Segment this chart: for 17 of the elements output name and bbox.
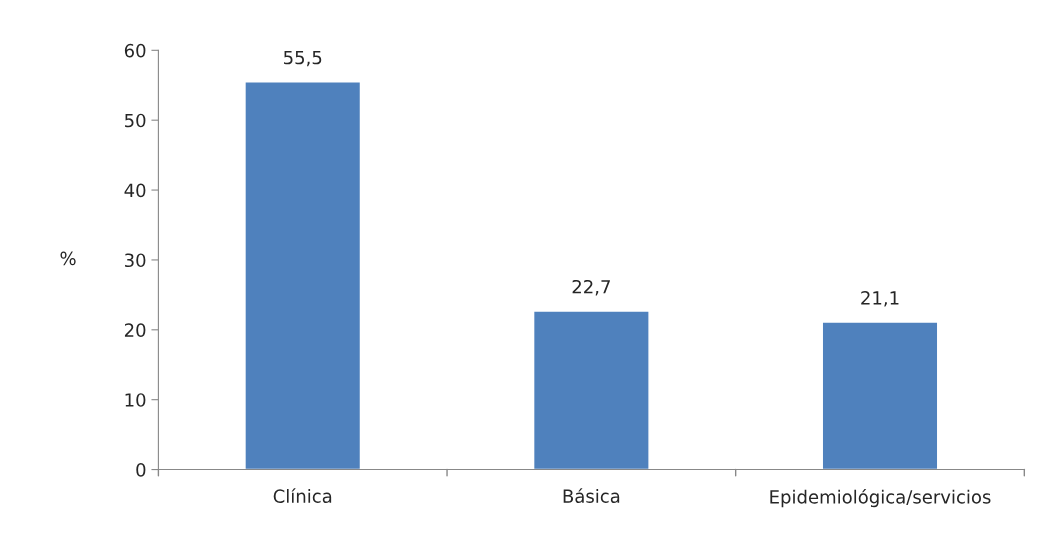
y-tick-label: 30 bbox=[125, 253, 146, 268]
y-tick-label: 40 bbox=[124, 183, 146, 198]
bar bbox=[244, 81, 362, 470]
y-axis-title: % bbox=[60, 251, 76, 266]
x-tick-label: Epidemiológica/servicios bbox=[770, 489, 991, 508]
data-label: 55,5 bbox=[284, 50, 322, 67]
y-tick-label: 10 bbox=[125, 393, 146, 407]
bar bbox=[532, 310, 650, 470]
data-label: 22,7 bbox=[572, 279, 610, 296]
x-tick-label: Básica bbox=[563, 488, 620, 503]
y-tick-label: 50 bbox=[125, 113, 146, 128]
x-tick-label: Clínica bbox=[273, 488, 332, 503]
bar bbox=[821, 321, 939, 470]
data-label: 21,1 bbox=[861, 291, 899, 307]
y-tick-label: 0 bbox=[136, 463, 146, 477]
y-tick-label: 20 bbox=[124, 323, 146, 337]
y-tick-label: 60 bbox=[124, 43, 146, 58]
